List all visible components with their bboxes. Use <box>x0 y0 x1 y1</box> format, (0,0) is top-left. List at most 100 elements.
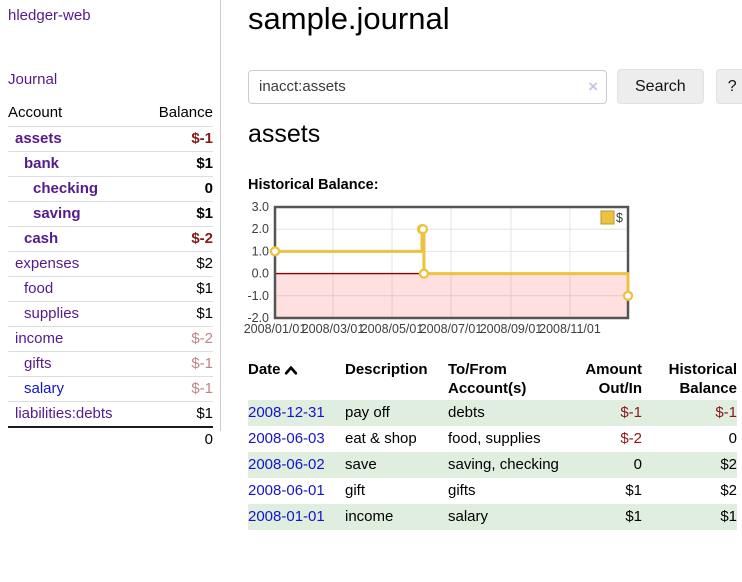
sidebar-account-balance: $1 <box>142 151 213 177</box>
x-tick-label: 2008/07/01 <box>420 322 483 336</box>
brand-link[interactable]: hledger-web <box>8 7 91 24</box>
register-table: Date Description To/From Account(s) Amou… <box>248 358 737 530</box>
register-row[interactable]: 2008-06-03 eat & shop food, supplies $-2 0 <box>248 426 737 452</box>
register-balance-cell: $-1 <box>715 404 737 421</box>
register-row[interactable]: 2008-12-31 pay off debts $-1 $-1 <box>248 400 737 426</box>
account-row: income $-2 <box>8 326 213 352</box>
transaction-date-link[interactable]: 2008-12-31 <box>248 404 325 421</box>
date-column-header[interactable]: Date <box>248 358 345 400</box>
legend-label: $ <box>616 211 623 225</box>
chart-point <box>417 224 429 235</box>
account-row: gifts $-1 <box>8 351 213 377</box>
transaction-date-link[interactable]: 2008-01-01 <box>248 508 325 525</box>
x-tick-label: 2008/05/01 <box>361 322 424 336</box>
register-description-cell: save <box>345 456 377 473</box>
chart-heading: Historical Balance: <box>248 177 379 193</box>
sidebar-account-balance: $2 <box>142 251 213 277</box>
register-balance-cell: 0 <box>728 430 737 447</box>
accounts-total-value: 0 <box>142 426 213 452</box>
negative-region <box>275 273 628 318</box>
search-input-wrap: × <box>248 69 607 104</box>
page-title: sample.journal <box>248 1 450 36</box>
chart-point <box>622 290 634 301</box>
sidebar-account-link[interactable]: food <box>24 280 54 297</box>
account-row: supplies $1 <box>8 301 213 327</box>
register-description-cell: income <box>345 508 394 525</box>
account-row: salary $-1 <box>8 376 213 402</box>
x-tick-label: 2008/03/01 <box>302 322 365 336</box>
sidebar-account-link[interactable]: bank <box>24 155 60 172</box>
sidebar-account-link[interactable]: assets <box>15 130 62 147</box>
sidebar-account-balance: $1 <box>142 276 213 302</box>
register-amount-cell: $-2 <box>620 430 642 447</box>
sidebar-account-balance: $-1 <box>142 376 213 402</box>
account-row: bank $1 <box>8 151 213 177</box>
accounts-total-row: 0 <box>8 426 213 452</box>
main-content: sample.journal × Search ? assets Histori… <box>244 0 742 582</box>
register-amount-cell: $1 <box>625 508 642 525</box>
sidebar-account-balance: 0 <box>142 176 213 202</box>
register-amount-cell: $1 <box>625 482 642 499</box>
sidebar-account-link[interactable]: supplies <box>24 305 80 322</box>
sidebar-account-balance: $-2 <box>142 326 213 352</box>
chart-point <box>269 246 281 257</box>
account-row: assets $-1 <box>8 126 213 152</box>
y-tick-label: 2.0 <box>252 222 269 236</box>
date-header-label: Date <box>248 361 281 378</box>
register-row[interactable]: 2008-01-01 income salary $1 $1 <box>248 504 737 530</box>
transaction-date-link[interactable]: 2008-06-03 <box>248 430 325 447</box>
register-description-cell: gift <box>345 482 366 499</box>
register-amount-cell: 0 <box>633 456 642 473</box>
register-accounts-cell: saving, checking <box>448 456 559 473</box>
register-description-cell: eat & shop <box>345 430 417 447</box>
register-accounts-cell: gifts <box>448 482 476 499</box>
sidebar-item-journal[interactable]: Journal <box>8 71 58 88</box>
balance-column-header-register: Historical Balance <box>668 361 737 397</box>
search-button[interactable]: Search <box>617 69 704 104</box>
accounts-table-header: Account Balance <box>8 101 213 127</box>
amount-column-header: Amount Out/In <box>585 361 642 397</box>
transaction-date-link[interactable]: 2008-06-02 <box>248 456 325 473</box>
transaction-date-link[interactable]: 2008-06-01 <box>248 482 325 499</box>
register-header-row: Date Description To/From Account(s) Amou… <box>248 358 737 400</box>
sidebar-account-link[interactable]: income <box>15 330 64 347</box>
y-tick-label: 1.0 <box>252 244 269 258</box>
register-amount-cell: $-1 <box>620 404 642 421</box>
sidebar-account-link[interactable]: saving <box>33 205 81 222</box>
sidebar-account-link[interactable]: salary <box>24 380 65 397</box>
sidebar-account-balance: $1 <box>142 401 213 427</box>
register-accounts-cell: salary <box>448 508 489 525</box>
y-tick-label: -2.0 <box>247 311 269 325</box>
search-input[interactable] <box>248 69 607 104</box>
account-row: expenses $2 <box>8 251 213 277</box>
register-date-cell: 2008-06-03 <box>248 426 345 452</box>
help-button[interactable]: ? <box>715 69 742 104</box>
x-tick-label: 2008/09/01 <box>480 322 543 336</box>
x-tick-label: 2008/01/01 <box>244 322 307 336</box>
register-date-cell: 2008-06-02 <box>248 452 345 478</box>
sidebar-account-link[interactable]: liabilities:debts <box>15 405 113 422</box>
sidebar-account-link[interactable]: checking <box>33 180 99 197</box>
clear-search-icon[interactable]: × <box>588 76 598 96</box>
register-date-cell: 2008-12-31 <box>248 400 345 426</box>
register-description-cell: pay off <box>345 404 390 421</box>
register-row[interactable]: 2008-06-01 gift gifts $1 $2 <box>248 478 737 504</box>
account-row: saving $1 <box>8 201 213 227</box>
sidebar-account-balance: $1 <box>142 201 213 227</box>
sidebar-account-balance: $1 <box>142 301 213 327</box>
y-tick-label: 0.0 <box>252 267 269 281</box>
sidebar-account-link[interactable]: cash <box>24 230 59 247</box>
sidebar-account-balance: $-1 <box>142 126 213 152</box>
register-balance-cell: $2 <box>720 482 737 499</box>
register-row[interactable]: 2008-06-02 save saving, checking 0 $2 <box>248 452 737 478</box>
account-row: liabilities:debts $1 <box>8 401 213 427</box>
plot-border <box>273 205 630 320</box>
sidebar-account-link[interactable]: expenses <box>15 255 80 272</box>
register-date-cell: 2008-06-01 <box>248 478 345 504</box>
sidebar-account-link[interactable]: gifts <box>24 355 52 372</box>
search-bar: × Search ? <box>248 69 742 104</box>
x-tick-label: 2008/11/01 <box>539 322 601 336</box>
accounts-table: Account Balance assets $-1 bank $1 checking 0… <box>8 101 213 452</box>
account-row: food $1 <box>8 276 213 302</box>
register-balance-cell: $2 <box>720 456 737 473</box>
